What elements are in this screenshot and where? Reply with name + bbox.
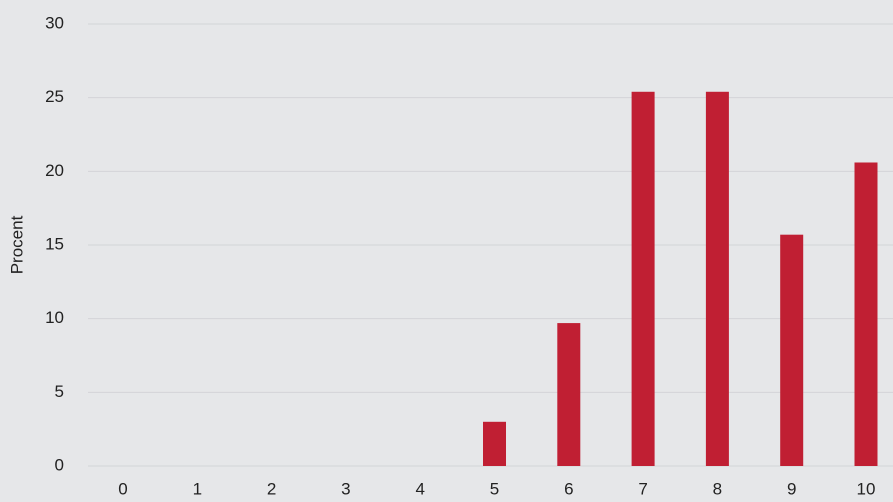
x-tick-label: 10	[857, 479, 876, 498]
bar	[483, 421, 506, 466]
x-tick-label: 4	[415, 479, 424, 498]
y-tick-label: 5	[55, 382, 64, 401]
y-tick-label: 30	[45, 13, 64, 32]
y-tick-label: 20	[45, 161, 64, 180]
x-tick-label: 3	[341, 479, 350, 498]
bar	[705, 91, 729, 467]
y-axis-label: Procent	[7, 215, 26, 274]
y-tick-label: 10	[45, 308, 64, 327]
bar	[631, 91, 655, 467]
bar	[557, 323, 581, 466]
x-tick-label: 8	[713, 479, 722, 498]
x-tick-label: 9	[787, 479, 796, 498]
x-tick-label: 2	[267, 479, 276, 498]
bar	[854, 162, 878, 466]
x-tick-label: 6	[564, 479, 573, 498]
y-tick-label: 0	[55, 455, 64, 474]
x-tick-label: 1	[193, 479, 202, 498]
x-tick-label: 5	[490, 479, 499, 498]
y-tick-label: 15	[45, 234, 64, 253]
x-tick-label: 7	[638, 479, 647, 498]
x-tick-label: 0	[118, 479, 127, 498]
y-tick-label: 25	[45, 87, 64, 106]
bar	[780, 234, 804, 466]
